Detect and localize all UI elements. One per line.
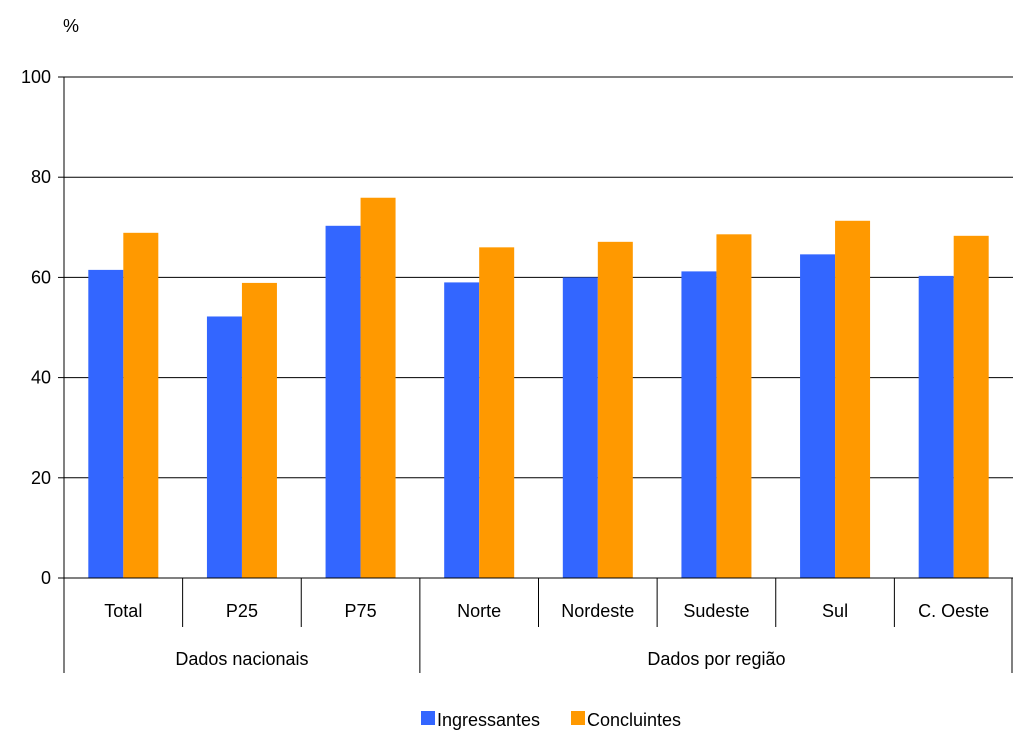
y-tick-label: 0 — [41, 568, 51, 588]
bar-ingressantes-p75 — [325, 225, 361, 578]
y-tick-label: 60 — [31, 267, 51, 287]
bar-ingressantes-nordeste — [562, 277, 598, 578]
bar-concluintes-total — [123, 232, 159, 578]
legend-label-ingressantes: Ingressantes — [437, 710, 540, 730]
y-tick-label: 100 — [21, 67, 51, 87]
legend-swatch-concluintes — [571, 711, 585, 725]
bar-concluintes-p25 — [241, 282, 277, 578]
group-label: Dados por região — [647, 649, 785, 669]
bar-concluintes-p75 — [360, 197, 396, 578]
bar-ingressantes-sudeste — [681, 271, 717, 578]
y-tick-label: 40 — [31, 368, 51, 388]
bar-concluintes-nordeste — [597, 241, 633, 579]
bar-ingressantes-sul — [800, 254, 836, 578]
bar-ingressantes-c-oeste — [918, 275, 954, 578]
category-label: Sul — [822, 601, 848, 621]
bar-concluintes-sul — [835, 220, 871, 579]
category-label: Norte — [457, 601, 501, 621]
y-tick-label: 80 — [31, 167, 51, 187]
bar-concluintes-c-oeste — [953, 235, 989, 578]
group-label: Dados nacionais — [175, 649, 308, 669]
bar-concluintes-norte — [479, 247, 515, 578]
legend: Ingressantes Concluintes — [421, 710, 681, 730]
category-labels: Total P25 P75 Norte Nordeste Sudeste Sul C. Oes… — [104, 601, 989, 621]
y-tick-labels: 0 20 40 60 80 100 — [21, 67, 51, 588]
y-axis-unit-label: % — [63, 16, 79, 36]
axes — [63, 77, 1013, 673]
category-label: P25 — [226, 601, 258, 621]
bar-ingressantes-total — [88, 269, 124, 578]
bar-concluintes-sudeste — [716, 234, 752, 578]
category-label: P75 — [345, 601, 377, 621]
category-label: C. Oeste — [918, 601, 989, 621]
legend-swatch-ingressantes — [421, 711, 435, 725]
category-label: Nordeste — [561, 601, 634, 621]
group-labels: Dados nacionais Dados por região — [175, 649, 785, 669]
y-tick-label: 20 — [31, 468, 51, 488]
legend-label-concluintes: Concluintes — [587, 710, 681, 730]
category-label: Total — [104, 601, 142, 621]
bar-ingressantes-norte — [444, 282, 480, 578]
bar-ingressantes-p25 — [206, 316, 242, 578]
bars — [88, 197, 989, 579]
category-label: Sudeste — [683, 601, 749, 621]
